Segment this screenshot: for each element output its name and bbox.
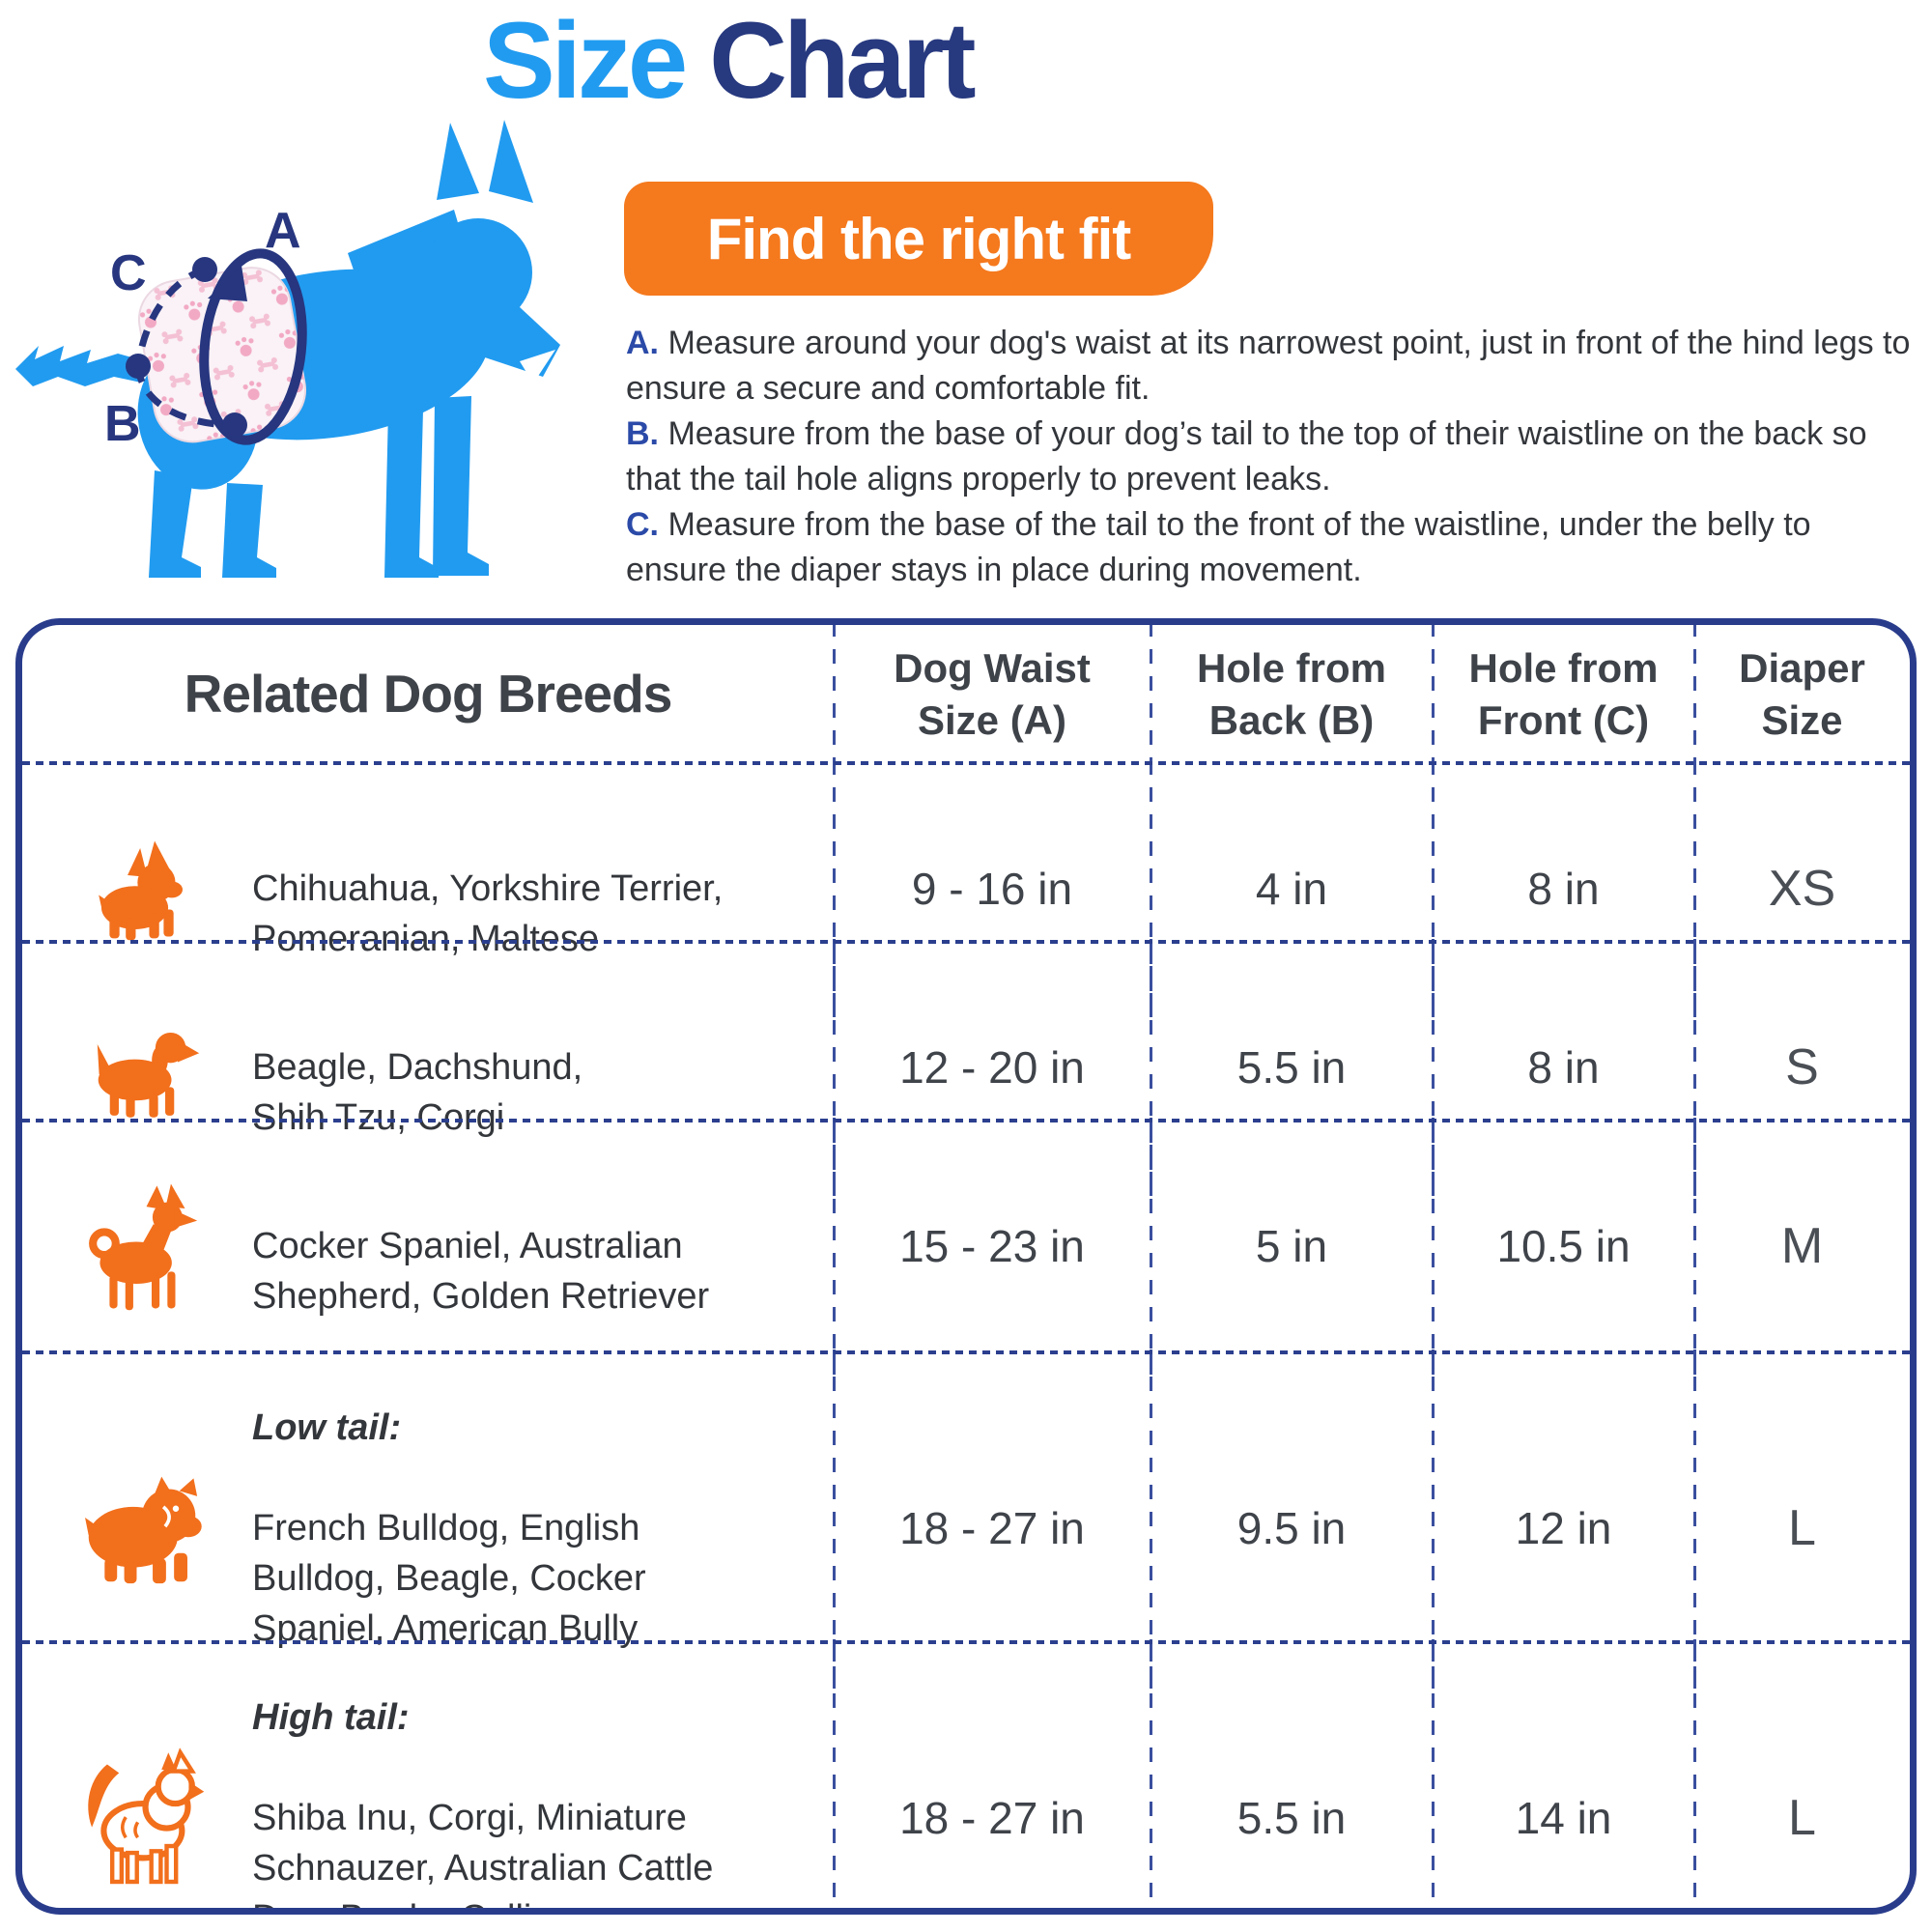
- instruction-a-text: Measure around your dog's waist at its n…: [626, 325, 1911, 407]
- size-table: Related Dog Breeds Dog Waist Size (A) Ho…: [15, 618, 1917, 1915]
- instruction-b: B. Measure from the base of your dog’s t…: [626, 412, 1913, 502]
- breeds-cell: Cocker Spaniel, Australian Shepherd, Gol…: [22, 1121, 834, 1372]
- beagle-dog-icon: [65, 1015, 219, 1120]
- waist-size-cell: 18 - 27 in: [833, 1639, 1151, 1908]
- page-title-word-chart: Chart: [709, 0, 976, 121]
- table-header-row: Related Dog Breeds Dog Waist Size (A) Ho…: [22, 625, 1910, 766]
- table-row-m: Cocker Spaniel, Australian Shepherd, Gol…: [22, 1118, 1910, 1375]
- table-row-l-high-tail: High tail: Shiba Inu, Corgi, Miniature S…: [22, 1639, 1910, 1908]
- arrowhead-icon: [208, 266, 247, 301]
- tail-note: High tail:: [252, 1697, 410, 1738]
- header-related-dog-breeds: Related Dog Breeds: [184, 663, 673, 724]
- hole-front-cell: 12 in: [1432, 1350, 1694, 1707]
- waist-size-cell: 12 - 20 in: [833, 939, 1151, 1196]
- table-row-xs: Chihuahua, Yorkshire Terrier, Pomeranian…: [22, 760, 1910, 1017]
- instruction-c-text: Measure from the base of the tail to the…: [626, 506, 1811, 588]
- chihuahua-dog-icon: [65, 834, 219, 944]
- instruction-c-prefix: C.: [626, 506, 659, 543]
- waist-size-cell: 9 - 16 in: [833, 760, 1151, 1017]
- hole-back-cell: 5.5 in: [1150, 1639, 1433, 1908]
- measurement-instructions: A. Measure around your dog's waist at it…: [626, 321, 1913, 593]
- instruction-b-text: Measure from the base of your dog’s tail…: [626, 415, 1867, 497]
- header-hole-from-back: Hole from Back (B): [1150, 625, 1433, 766]
- waist-size-cell: 18 - 27 in: [833, 1350, 1151, 1707]
- diaper-illustration: [137, 267, 307, 443]
- breed-list: High tail: Shiba Inu, Corgi, Miniature S…: [252, 1642, 714, 1908]
- diaper-size-cell: L: [1693, 1639, 1910, 1908]
- tail-note: Low tail:: [252, 1407, 402, 1448]
- breeds-cell: Chihuahua, Yorkshire Terrier, Pomeranian…: [22, 763, 834, 1014]
- diaper-size-cell: M: [1693, 1118, 1910, 1375]
- dog-muzzle: [462, 282, 560, 377]
- header-dog-waist-size: Dog Waist Size (A): [833, 625, 1151, 766]
- breed-names: Shiba Inu, Corgi, Miniature Schnauzer, A…: [252, 1798, 714, 1908]
- label-B: B: [104, 396, 141, 452]
- breeds-cell: High tail: Shiba Inu, Corgi, Miniature S…: [22, 1642, 834, 1908]
- dog-ear: [489, 120, 533, 203]
- measure-dots: [126, 257, 247, 438]
- find-right-fit-badge: Find the right fit: [624, 182, 1213, 296]
- instruction-a-prefix: A.: [626, 325, 659, 361]
- waist-measure-ellipse-A: [199, 248, 307, 445]
- table-row-l-low-tail: Low tail: French Bulldog, English Bulldo…: [22, 1350, 1910, 1707]
- hole-front-cell: 8 in: [1432, 939, 1694, 1196]
- table-row-s: Beagle, Dachshund, Shih Tzu, Corgi 12 - …: [22, 939, 1910, 1196]
- instruction-c: C. Measure from the base of the tail to …: [626, 502, 1913, 593]
- waist-size-cell: 15 - 23 in: [833, 1118, 1151, 1375]
- hole-back-cell: 5 in: [1150, 1118, 1433, 1375]
- dog-ear: [437, 123, 479, 200]
- page-title-word-size: Size: [483, 0, 688, 121]
- breed-list: Beagle, Dachshund, Shih Tzu, Corgi: [252, 942, 582, 1193]
- dog-tail: [15, 346, 141, 386]
- diaper-size-cell: XS: [1693, 760, 1910, 1017]
- breed-list: Cocker Spaniel, Australian Shepherd, Gol…: [252, 1121, 709, 1372]
- breed-names: French Bulldog, English Bulldog, Beagle,…: [252, 1508, 646, 1649]
- diaper-size-cell: S: [1693, 939, 1910, 1196]
- instruction-b-prefix: B.: [626, 415, 659, 452]
- hole-back-cell: 9.5 in: [1150, 1350, 1433, 1707]
- dog-measurement-diagram: A C B: [15, 120, 560, 578]
- hole-front-cell: 10.5 in: [1432, 1118, 1694, 1375]
- breed-names: Beagle, Dachshund, Shih Tzu, Corgi: [252, 1047, 583, 1138]
- diaper-size-cell: L: [1693, 1350, 1910, 1707]
- breed-list: Chihuahua, Yorkshire Terrier, Pomeranian…: [252, 763, 723, 1014]
- header-hole-from-front: Hole from Front (C): [1432, 625, 1694, 766]
- hole-front-cell: 14 in: [1432, 1639, 1694, 1908]
- label-C: C: [110, 245, 147, 301]
- hole-back-cell: 4 in: [1150, 760, 1433, 1017]
- basenji-dog-icon: [65, 1179, 219, 1313]
- bulldog-dog-icon: [65, 1469, 219, 1587]
- measure-labels: A C B: [104, 203, 301, 452]
- header-diaper-size: Diaper Size: [1693, 625, 1910, 766]
- instruction-a: A. Measure around your dog's waist at it…: [626, 321, 1913, 412]
- find-right-fit-label: Find the right fit: [706, 206, 1132, 271]
- label-A: A: [265, 203, 301, 259]
- fluffy-dog-icon: [65, 1746, 219, 1890]
- hole-back-cell: 5.5 in: [1150, 939, 1433, 1196]
- breed-names: Cocker Spaniel, Australian Shepherd, Gol…: [252, 1226, 710, 1317]
- breed-names: Chihuahua, Yorkshire Terrier, Pomeranian…: [252, 868, 724, 959]
- hole-front-cell: 8 in: [1432, 760, 1694, 1017]
- page-title: Size Chart: [483, 0, 977, 121]
- breeds-cell: Beagle, Dachshund, Shih Tzu, Corgi: [22, 942, 834, 1193]
